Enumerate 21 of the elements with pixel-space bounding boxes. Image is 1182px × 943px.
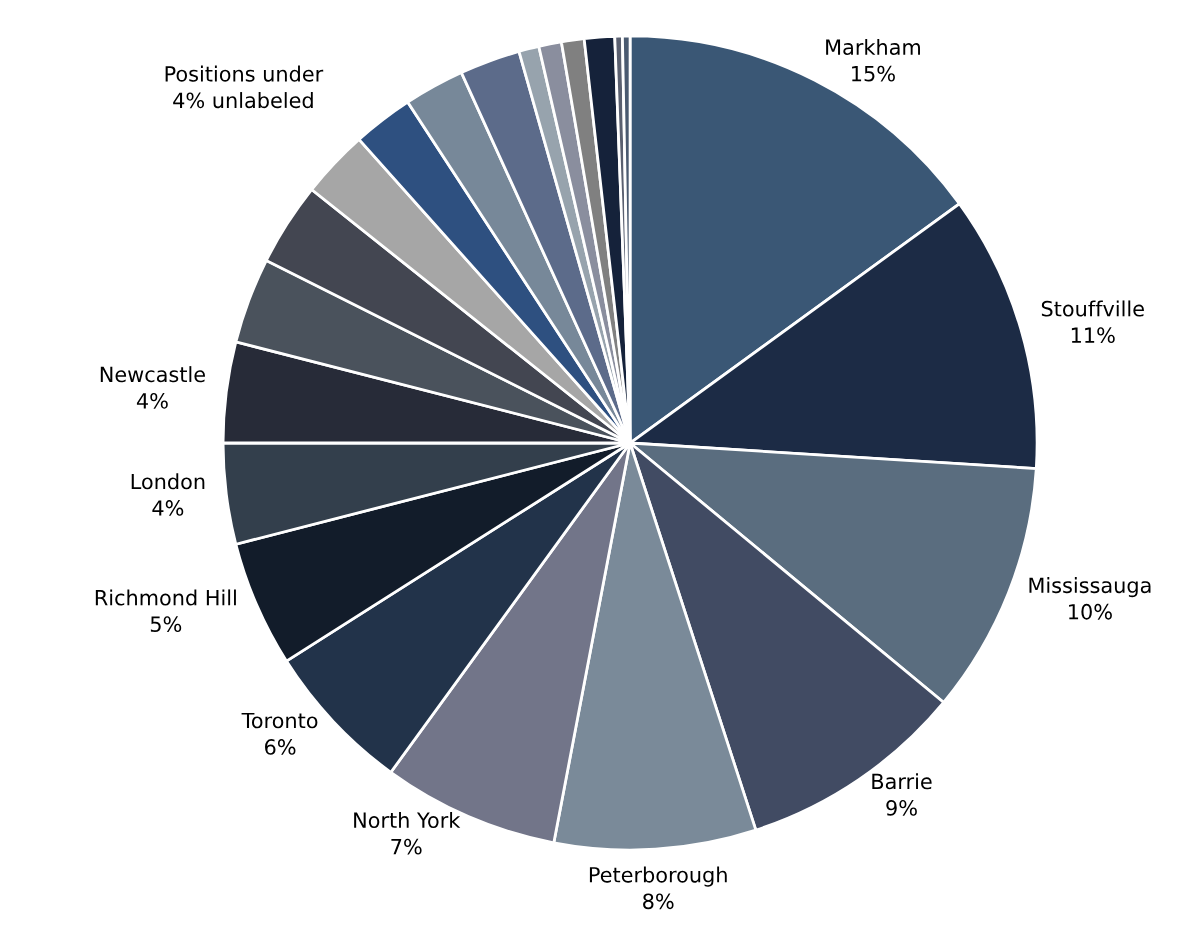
- slice-label: Barrie: [872, 773, 932, 790]
- slice-label: North York: [354, 811, 461, 829]
- slice-label: Mississauga: [1029, 577, 1151, 598]
- slice-label: London: [131, 473, 205, 490]
- data-label: 11%: [1071, 327, 1115, 344]
- slice-label: Peterborough: [589, 866, 727, 887]
- data-label: 10%: [1069, 603, 1112, 620]
- data-label: 15%: [852, 65, 895, 82]
- data-label: 9%: [886, 800, 917, 816]
- data-label: 8%: [643, 893, 674, 910]
- data-label: 6%: [265, 739, 296, 755]
- slice-label: Richmond Hill: [95, 589, 236, 606]
- slice-label: Stouffville: [1041, 300, 1144, 317]
- text: Positions under 4% unlabeled: [165, 65, 324, 109]
- data-label: 7%: [391, 838, 422, 855]
- slice-label: Markham: [826, 38, 920, 56]
- data-label: 4%: [136, 392, 168, 409]
- slice-label: Toronto: [241, 712, 318, 729]
- data-label: 5%: [150, 616, 182, 633]
- slice-label: Newcastle: [100, 366, 205, 383]
- data-label: 4%: [152, 500, 184, 516]
